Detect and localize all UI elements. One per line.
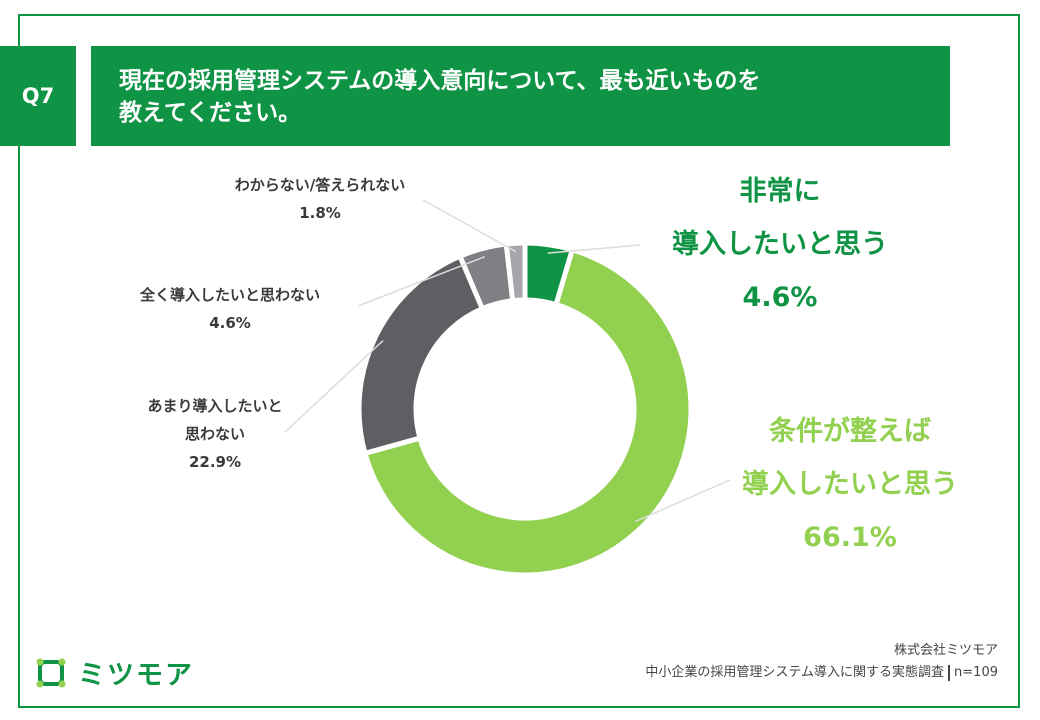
label-strongly-want: 非常に 導入したいと思う 4.6% — [600, 165, 960, 324]
question-banner: 現在の採用管理システムの導入意向について、最も近いものを 教えてください。 — [91, 46, 950, 146]
label-strongly-want-value: 4.6% — [742, 282, 818, 313]
mitsumore-logo: ミツモア — [36, 653, 194, 692]
mitsumore-logo-icon — [36, 658, 66, 687]
label-conditional-want: 条件が整えば 導入したいと思う 66.1% — [680, 405, 1020, 564]
leader-line-not-at-all — [357, 255, 486, 307]
question-number: Q7 — [21, 84, 55, 108]
leader-lines — [284, 199, 731, 523]
slice-conditional-want — [361, 246, 694, 578]
label-not-really-line-1: あまり導入したいと — [147, 397, 283, 415]
label-dont-know-value: 1.8% — [299, 204, 341, 222]
leader-line-not-really — [284, 340, 384, 433]
source-survey-line: 中小企業の採用管理システム導入に関する実態調査 n=109 — [645, 662, 998, 684]
source-footer: 株式会社ミツモア 中小企業の採用管理システム導入に関する実態調査 n=109 — [645, 640, 998, 684]
source-separator — [948, 664, 951, 681]
mitsumore-logo-text: ミツモア — [78, 660, 194, 691]
label-dont-know: わからない/答えられない 1.8% — [170, 171, 470, 227]
label-not-really-value: 22.9% — [188, 453, 242, 471]
question-text-line-2: 教えてください。 — [119, 100, 302, 126]
leader-line-strongly-want — [547, 244, 641, 254]
leader-line-conditional-want — [635, 479, 731, 523]
label-strongly-want-line-1: 非常に — [739, 176, 821, 207]
source-survey: 中小企業の採用管理システム導入に関する実態調査 — [645, 665, 945, 680]
label-not-really: あまり導入したいと 思わない 22.9% — [80, 392, 350, 476]
question-number-badge: Q7 — [0, 46, 76, 146]
label-not-at-all-line-1: 全く導入したいと思わない — [139, 286, 320, 304]
label-not-at-all: 全く導入したいと思わない 4.6% — [80, 281, 380, 337]
page-frame — [18, 14, 1020, 708]
label-not-really-line-2: 思わない — [184, 425, 245, 443]
label-dont-know-line-1: わからない/答えられない — [234, 176, 406, 194]
label-conditional-want-line-2: 導入したいと思う — [742, 469, 958, 500]
leader-line-dont-know — [422, 199, 517, 253]
label-conditional-want-value: 66.1% — [803, 522, 897, 553]
label-strongly-want-line-2: 導入したいと思う — [672, 229, 888, 260]
donut-slices — [356, 240, 694, 578]
slice-dont-know — [503, 240, 528, 304]
question-text-line-1: 現在の採用管理システムの導入意向について、最も近いものを — [119, 68, 761, 94]
label-not-at-all-value: 4.6% — [209, 314, 251, 332]
sample-size: n=109 — [954, 665, 998, 680]
label-conditional-want-line-1: 条件が整えば — [769, 416, 931, 447]
source-company: 株式会社ミツモア — [893, 643, 998, 658]
